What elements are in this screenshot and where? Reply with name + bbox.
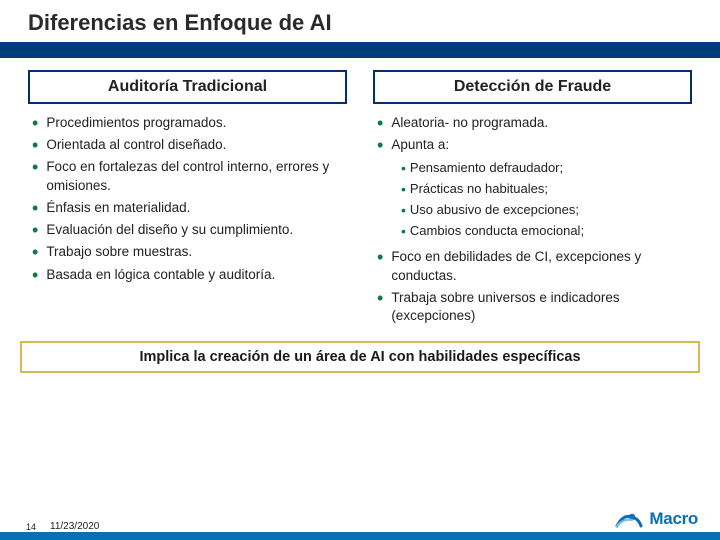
brand-logo: Macro [615,508,698,530]
footer-bar [0,532,720,540]
list-item: Foco en debilidades de CI, excepciones y… [377,248,692,284]
logo-text: Macro [649,509,698,529]
list-item: Procedimientos programados. [32,114,347,132]
footer-date: 11/23/2020 [50,521,99,532]
right-list-top: Aleatoria- no programada. Apunta a: [373,114,692,154]
left-list: Procedimientos programados. Orientada al… [28,114,347,284]
footer: 14 11/23/2020 Macro [0,506,720,540]
list-item-text: Aleatoria- no programada. [391,114,548,132]
sublist-item-text: Cambios conducta emocional; [410,221,584,241]
right-column-header: Detección de Fraude [373,70,692,104]
sublist-item-text: Uso abusivo de excepciones; [410,200,579,220]
left-column: Auditoría Tradicional Procedimientos pro… [28,70,347,329]
callout-box: Implica la creación de un área de AI con… [20,341,700,373]
sublist-item: Cambios conducta emocional; [401,221,692,242]
sublist-item-text: Pensamiento defraudador; [410,158,563,178]
list-item-text: Evaluación del diseño y su cumplimiento. [46,221,293,239]
title-underline-bar [0,42,720,58]
right-sublist: Pensamiento defraudador; Prácticas no ha… [373,158,692,242]
callout-wrap: Implica la creación de un área de AI con… [0,329,720,373]
list-item-text: Trabaja sobre universos e indicadores (e… [391,289,692,325]
logo-icon [615,508,643,530]
list-item-text: Énfasis en materialidad. [46,199,190,217]
list-item: Énfasis en materialidad. [32,199,347,217]
page-title: Diferencias en Enfoque de AI [28,10,720,36]
list-item-text: Basada en lógica contable y auditoría. [46,266,275,284]
list-item-text: Procedimientos programados. [46,114,226,132]
list-item-text: Trabajo sobre muestras. [46,243,192,261]
left-column-header: Auditoría Tradicional [28,70,347,104]
list-item: Aleatoria- no programada. [377,114,692,132]
title-area: Diferencias en Enfoque de AI [0,0,720,40]
list-item-text: Apunta a: [391,136,449,154]
list-item: Apunta a: [377,136,692,154]
list-item: Evaluación del diseño y su cumplimiento. [32,221,347,239]
list-item: Foco en fortalezas del control interno, … [32,158,347,194]
sublist-item: Prácticas no habituales; [401,179,692,200]
list-item: Trabaja sobre universos e indicadores (e… [377,289,692,325]
list-item: Trabajo sobre muestras. [32,243,347,261]
list-item-text: Foco en fortalezas del control interno, … [46,158,347,194]
sublist-item-text: Prácticas no habituales; [410,179,548,199]
right-list-bottom: Foco en debilidades de CI, excepciones y… [373,248,692,325]
page-number: 14 [26,522,36,532]
list-item-text: Orientada al control diseñado. [46,136,226,154]
list-item: Basada en lógica contable y auditoría. [32,266,347,284]
sublist-item: Uso abusivo de excepciones; [401,200,692,221]
sublist-item: Pensamiento defraudador; [401,158,692,179]
list-item-text: Foco en debilidades de CI, excepciones y… [391,248,692,284]
list-item: Orientada al control diseñado. [32,136,347,154]
columns-container: Auditoría Tradicional Procedimientos pro… [0,58,720,329]
right-column: Detección de Fraude Aleatoria- no progra… [373,70,692,329]
